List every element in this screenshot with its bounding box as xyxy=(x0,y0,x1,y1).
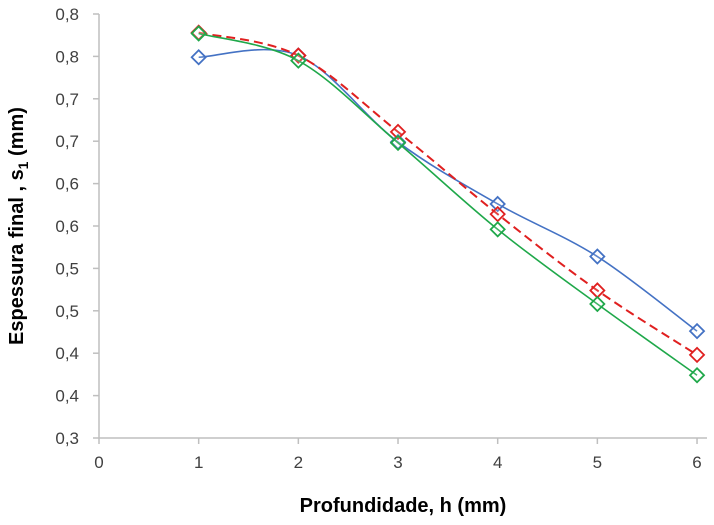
data-point-marker xyxy=(589,282,606,299)
y-tick-label: 0,7 xyxy=(55,132,79,151)
series-group xyxy=(190,24,706,384)
data-point-marker xyxy=(589,248,606,265)
series-2 xyxy=(190,24,706,364)
y-tick-label: 0,3 xyxy=(55,429,79,448)
x-tick-label: 4 xyxy=(493,453,502,472)
x-tick-label: 0 xyxy=(94,453,103,472)
x-tick-label: 2 xyxy=(294,453,303,472)
data-point-marker xyxy=(489,221,506,238)
data-point-marker xyxy=(489,195,506,213)
y-ticks: 0,3 0,4 0,4 0,5 0,5 0,6 0,6 0,7 0,7 0,8 0,8 xyxy=(55,5,99,448)
x-tick-label: 1 xyxy=(194,453,203,472)
x-tick-label: 6 xyxy=(692,453,701,472)
x-axis-title: Profundidade, h (mm) xyxy=(300,495,507,517)
x-ticks: 0 1 2 3 4 5 6 xyxy=(94,438,702,472)
data-point-marker xyxy=(190,48,207,66)
y-tick-label: 0,5 xyxy=(55,259,79,278)
x-tick-label: 3 xyxy=(393,453,402,472)
x-axis-title-text: Profundidade, h (mm) xyxy=(300,495,507,517)
y-tick-label: 0,4 xyxy=(55,387,79,406)
data-point-marker xyxy=(389,134,407,152)
data-point-marker xyxy=(290,47,307,64)
y-tick-label: 0,5 xyxy=(55,302,79,321)
data-point-marker xyxy=(290,52,307,69)
y-tick-label: 0,7 xyxy=(55,90,79,109)
y-tick-label: 0,6 xyxy=(55,175,79,194)
data-point-marker xyxy=(688,322,706,340)
y-tick-label: 0,8 xyxy=(55,47,79,66)
y-axis-title: Espessura final , s1 (mm) xyxy=(6,107,31,345)
data-point-marker xyxy=(190,25,207,42)
data-point-marker xyxy=(589,295,606,313)
y-axis-title-subscript: 1 xyxy=(15,161,31,169)
data-point-marker xyxy=(688,346,706,364)
data-point-marker xyxy=(389,123,407,141)
y-tick-label: 0,8 xyxy=(55,5,79,24)
y-tick-label: 0,4 xyxy=(55,344,79,363)
series-3 xyxy=(190,25,706,384)
series-1 xyxy=(190,47,706,340)
series-line xyxy=(198,48,698,332)
series-line xyxy=(198,31,698,356)
x-tick-label: 5 xyxy=(593,453,602,472)
y-tick-label: 0,6 xyxy=(55,217,79,236)
series-line xyxy=(198,32,698,376)
y-axis-title-suffix: (mm) xyxy=(6,107,28,161)
y-axis-title-text: Espessura final , s xyxy=(6,169,28,345)
data-point-marker xyxy=(688,366,706,384)
